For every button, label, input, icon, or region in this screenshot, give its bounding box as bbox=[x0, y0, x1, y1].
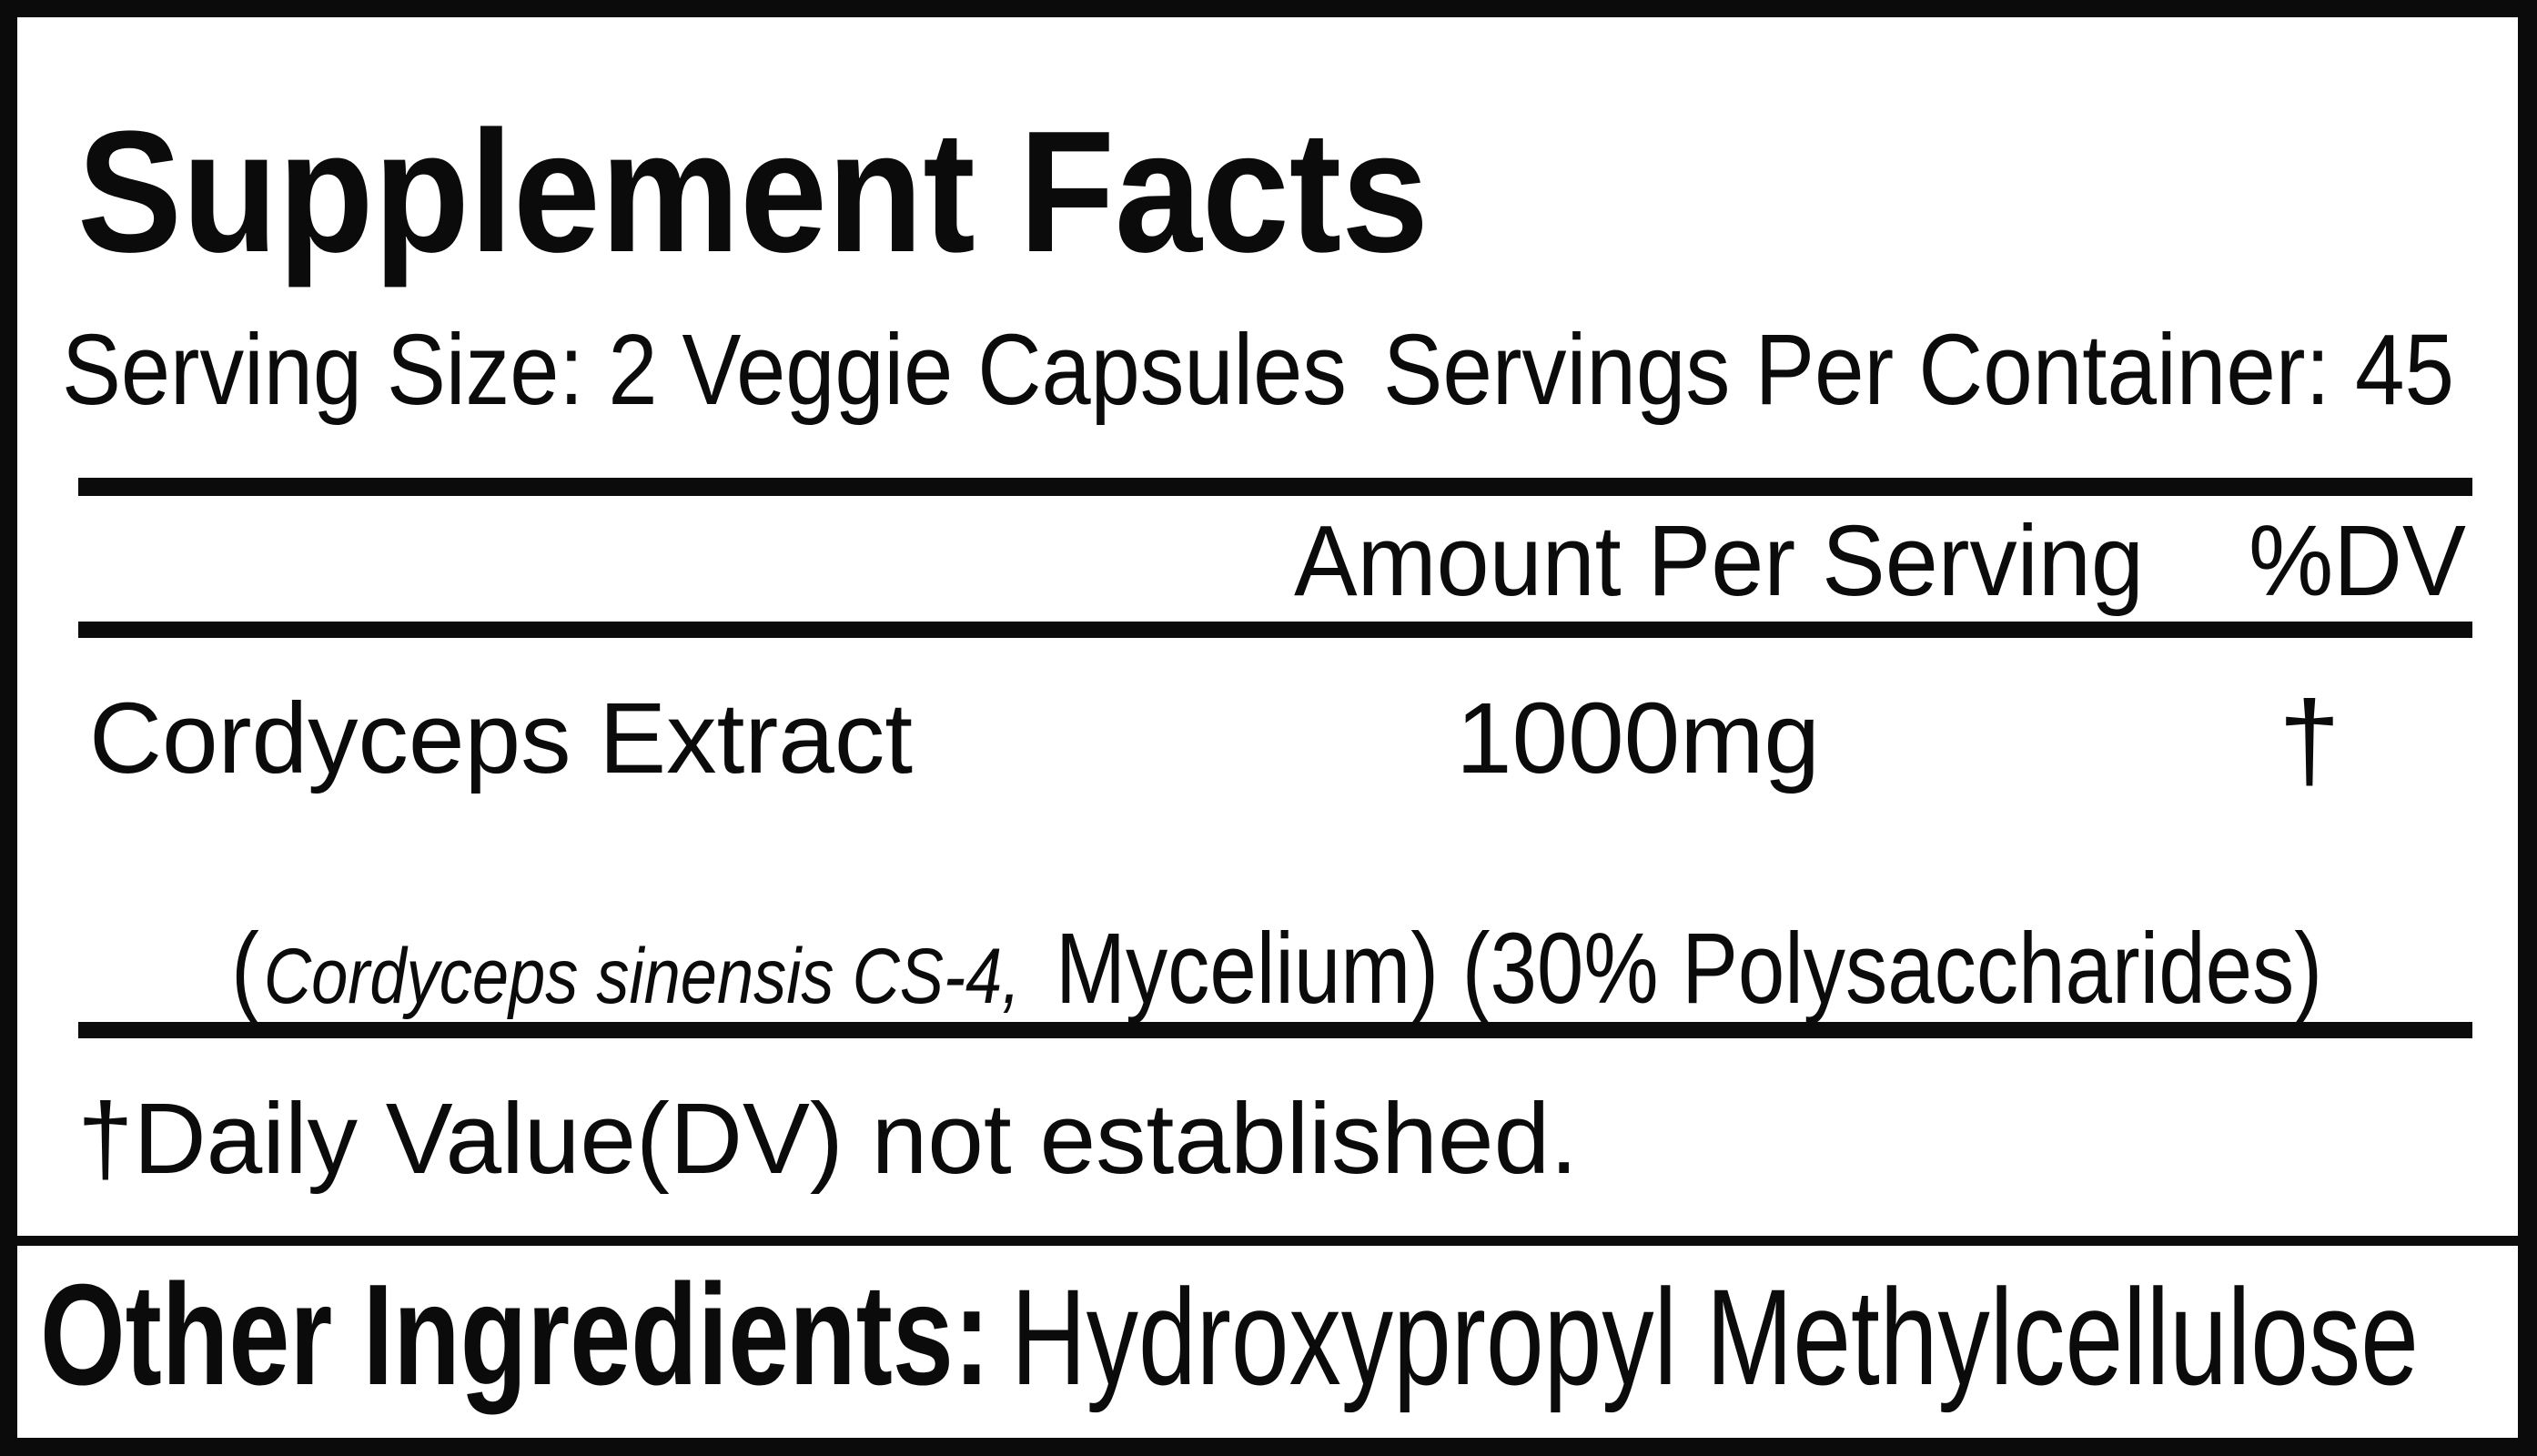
label-title: Supplement Facts bbox=[77, 96, 1430, 288]
ingredient-amount: 1000mg bbox=[1456, 682, 1820, 794]
header-bottom-rule bbox=[78, 622, 2472, 638]
serving-size: Serving Size: 2 Veggie Capsules bbox=[62, 314, 1347, 426]
footnote-rule bbox=[78, 1022, 2472, 1038]
percent-dv-header: %DV bbox=[2249, 505, 2466, 617]
daily-value-footnote: †Daily Value(DV) not established. bbox=[77, 1083, 1579, 1195]
ingredient-latin-name: Cordyceps sinensis CS-4, bbox=[263, 933, 1021, 1020]
ingredient-detail-rest: Mycelium) (30% Polysaccharides) bbox=[1055, 913, 2323, 1025]
other-ingredients-value: Hydroxypropyl Methylcellulose bbox=[1011, 1260, 2419, 1413]
ingredient-dv-dagger: † bbox=[2279, 678, 2340, 802]
servings-per-container: Servings Per Container: 45 bbox=[1383, 314, 2455, 426]
header-top-rule bbox=[78, 478, 2472, 496]
ingredient-detail-paren: ( bbox=[231, 913, 259, 1025]
amount-per-serving-header: Amount Per Serving bbox=[1294, 505, 2144, 617]
section-divider bbox=[0, 1236, 2537, 1246]
ingredient-name: Cordyceps Extract bbox=[89, 682, 914, 794]
other-ingredients-label: Other Ingredients: bbox=[40, 1255, 990, 1415]
ingredient-detail: (Cordyceps sinensis CS-4, Mycelium) (30% … bbox=[91, 819, 2322, 1119]
